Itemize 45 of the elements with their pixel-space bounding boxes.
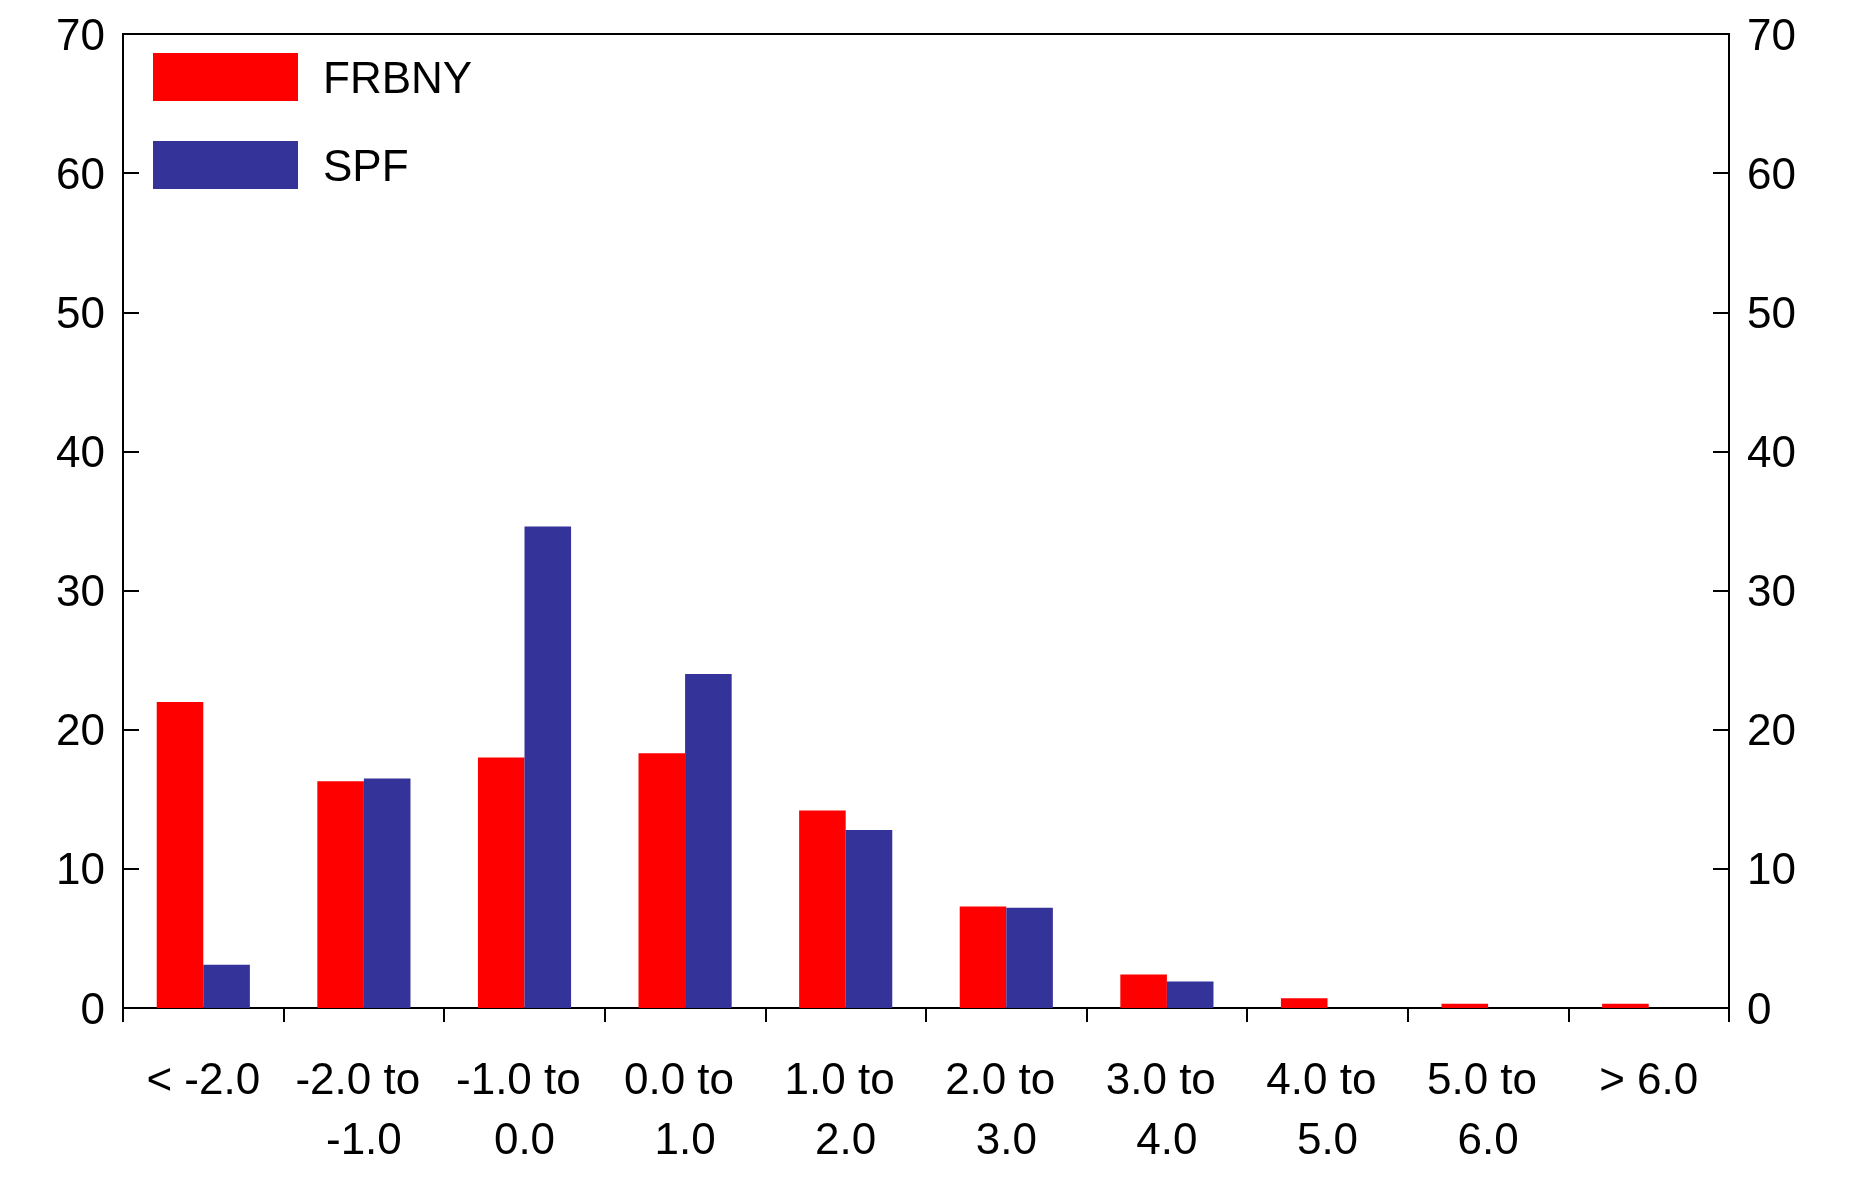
y2-tick-label: 40 xyxy=(1747,426,1796,476)
bar xyxy=(959,906,1007,1008)
bar xyxy=(845,829,893,1008)
bar xyxy=(477,757,525,1008)
bar xyxy=(156,701,204,1008)
y2-tick-label: 60 xyxy=(1747,148,1796,198)
bar xyxy=(1441,1003,1489,1008)
bar xyxy=(685,674,732,1008)
bar xyxy=(1006,907,1053,1008)
bar xyxy=(363,778,411,1008)
bar xyxy=(1120,974,1167,1008)
x-tick-label: > 6.0 xyxy=(1599,1053,1699,1103)
legend-label: FRBNY xyxy=(323,52,473,102)
bar xyxy=(1602,1003,1649,1008)
legend-label: SPF xyxy=(323,140,409,190)
y-tick-label: 70 xyxy=(56,9,105,59)
y2-tick-label: 10 xyxy=(1747,844,1796,894)
x-tick-label: 0.0 to 1.0 xyxy=(623,1053,747,1163)
y-tick-label: 10 xyxy=(56,844,105,894)
bar xyxy=(203,964,250,1008)
x-tick-label: -2.0 to -1.0 xyxy=(295,1053,433,1163)
x-tick-label: -1.0 to 0.0 xyxy=(456,1053,593,1163)
y-tick-label: 60 xyxy=(56,148,105,198)
y-tick-label: 0 xyxy=(80,983,105,1033)
y-tick-label: 20 xyxy=(56,705,105,755)
bar xyxy=(799,810,846,1008)
y-tick-label: 30 xyxy=(56,566,105,616)
y2-tick-label: 30 xyxy=(1747,566,1796,616)
bar xyxy=(638,753,686,1008)
bar xyxy=(1166,981,1214,1008)
y2-tick-label: 70 xyxy=(1747,9,1796,59)
x-tick-label: 3.0 to 4.0 xyxy=(1105,1053,1229,1163)
y-tick-label: 50 xyxy=(56,287,105,337)
x-tick-label: 4.0 to 5.0 xyxy=(1266,1053,1389,1163)
bar xyxy=(317,781,364,1008)
x-tick-label: < -2.0 xyxy=(146,1053,261,1103)
y2-tick-label: 0 xyxy=(1747,983,1772,1033)
y-tick-label: 40 xyxy=(56,426,105,476)
y2-tick-label: 20 xyxy=(1747,705,1796,755)
bar xyxy=(524,526,572,1008)
x-tick-label: 1.0 to 2.0 xyxy=(784,1053,907,1163)
bar xyxy=(1280,998,1328,1008)
x-tick-label: 5.0 to 6.0 xyxy=(1426,1053,1550,1163)
y2-tick-label: 50 xyxy=(1747,287,1796,337)
x-tick-label: 2.0 to 3.0 xyxy=(945,1053,1068,1163)
